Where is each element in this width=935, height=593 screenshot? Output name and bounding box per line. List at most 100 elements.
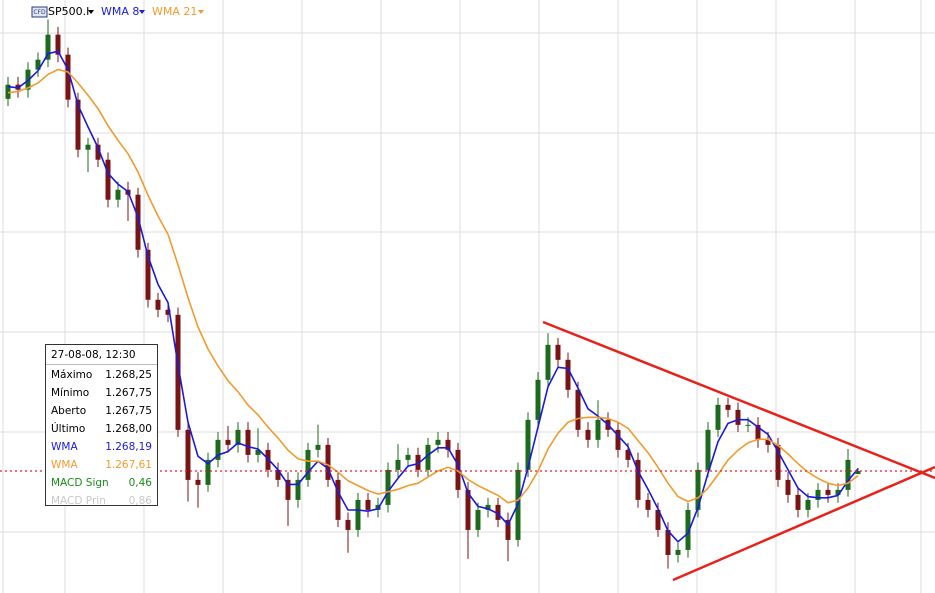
candle-body (405, 454, 411, 460)
candle-body (725, 404, 731, 410)
candle-body (5, 84, 11, 99)
candle-body (365, 499, 371, 510)
candle-body (145, 249, 151, 300)
info-row: MACD Sign 0,46 (51, 474, 152, 492)
candle-body (615, 429, 621, 450)
candle-body (85, 144, 91, 150)
candle-body (705, 429, 711, 470)
candle-body (305, 449, 311, 480)
candle-body (135, 194, 141, 250)
candle-body (735, 409, 741, 425)
info-row: Máximo 1.268,25 (51, 366, 152, 384)
candle-body (475, 509, 481, 530)
info-value: 1.267,75 (105, 405, 152, 417)
candle-body (695, 469, 701, 510)
symbol-label[interactable]: SP500.I (48, 5, 89, 18)
candle-body (685, 509, 691, 550)
candle-body (385, 469, 391, 505)
candle-body (95, 144, 101, 160)
candle-body (185, 429, 191, 480)
info-label: MACD Sign (51, 477, 109, 489)
info-row: WMA 1.268,19 (51, 438, 152, 456)
candle-body (565, 359, 571, 390)
candle-body (165, 309, 171, 315)
candle-body (505, 519, 511, 540)
info-label: Mínimo (51, 387, 90, 399)
candle-body (355, 499, 361, 530)
info-box: 27-08-08, 12:30 Máximo 1.268,25 Mínimo 1.26… (45, 344, 158, 507)
legend-entry[interactable]: WMA 8 (101, 5, 139, 18)
candle-body (35, 59, 41, 70)
candle-body (655, 509, 661, 530)
candle-body (855, 470, 861, 475)
info-row: Aberto 1.267,75 (51, 402, 152, 420)
candle-body (595, 419, 601, 440)
info-value: 1.267,61 (105, 459, 152, 471)
info-row: WMA 1.267,61 (51, 456, 152, 474)
candle-body (395, 459, 401, 470)
candle-body (195, 479, 201, 485)
candle-body (175, 314, 181, 430)
info-row: MACD Prin 0,86 (51, 492, 152, 510)
candle-body (625, 449, 631, 460)
candle-body (445, 439, 451, 450)
candle-body (825, 489, 831, 495)
candle-body (805, 499, 811, 510)
info-label: WMA (51, 441, 78, 453)
candle-body (295, 479, 301, 500)
trend-line-lower (672, 465, 935, 582)
candle-body (785, 479, 791, 495)
candle-body (485, 504, 491, 510)
dropdown-arrow[interactable] (139, 10, 145, 14)
candle-body (555, 344, 561, 360)
dropdown-arrow[interactable] (88, 10, 94, 14)
header[interactable]: CFD SP500.I WMA 8 WMA 21 (31, 5, 204, 18)
candle-body (55, 34, 61, 55)
info-label: Máximo (51, 369, 93, 381)
candle-body (115, 189, 121, 200)
candle-body (535, 379, 541, 420)
legend-entry[interactable]: WMA 21 (152, 5, 197, 18)
candle-body (155, 299, 161, 310)
candle-body (455, 449, 461, 490)
candle-body (765, 439, 771, 445)
candle-body (835, 489, 841, 495)
info-value: 1.268,25 (105, 369, 152, 381)
candle-body (345, 519, 351, 530)
candle-body (275, 469, 281, 480)
header-icon-box (31, 6, 48, 18)
candle-body (245, 429, 251, 455)
candle-body (845, 459, 851, 490)
info-value: 1.268,00 (105, 423, 152, 435)
candle-body (645, 499, 651, 510)
info-row: Mínimo 1.267,75 (51, 384, 152, 402)
candle-body (235, 429, 241, 445)
dropdown-arrow[interactable] (198, 10, 204, 14)
trend-line-upper (542, 320, 935, 480)
candle-body (255, 449, 261, 455)
wma-line (7, 50, 859, 543)
candle-body (465, 489, 471, 530)
header-icon: CFD (33, 9, 46, 16)
candle-body (285, 479, 291, 500)
candle-body (225, 439, 231, 445)
candle-body (585, 429, 591, 440)
wma-line (7, 68, 859, 504)
candle-body (525, 419, 531, 470)
info-value: 1.268,19 (105, 441, 152, 453)
candle-body (215, 439, 221, 460)
info-label: Último (51, 423, 86, 435)
candle-body (675, 549, 681, 555)
candle-body (665, 529, 671, 555)
candle-body (775, 444, 781, 480)
candle-body (335, 479, 341, 520)
candle-body (635, 459, 641, 500)
info-label: MACD Prin (51, 495, 106, 507)
info-row: Último 1.268,00 (51, 420, 152, 438)
info-label: WMA (51, 459, 78, 471)
candle-body (815, 489, 821, 500)
candle-body (325, 444, 331, 480)
candle-body (575, 389, 581, 430)
candle-body (105, 159, 111, 200)
